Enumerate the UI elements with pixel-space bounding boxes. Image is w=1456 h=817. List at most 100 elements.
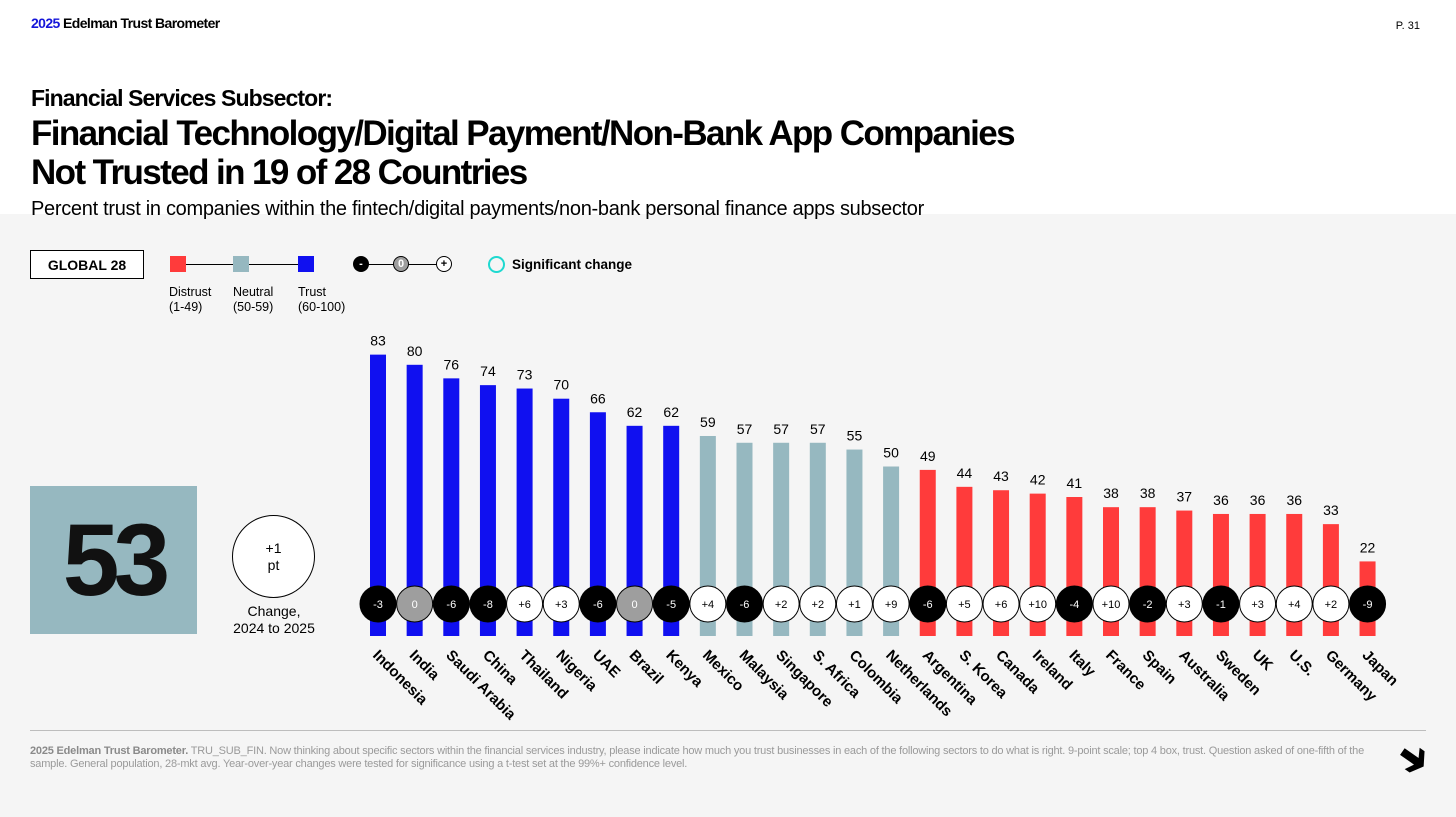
change-circle — [1349, 585, 1387, 623]
change-circle — [1312, 585, 1350, 623]
bar-value-label: 33 — [1323, 502, 1339, 518]
bar-value-label: 83 — [370, 333, 386, 349]
country-tick-label: U.S. — [1285, 647, 1318, 680]
change-circle — [469, 585, 507, 623]
change-circle — [1202, 585, 1240, 623]
change-circle — [689, 585, 727, 623]
bar-value-label: 80 — [407, 343, 423, 359]
global-change-caption: Change, 2024 to 2025 — [214, 603, 334, 637]
bar — [370, 354, 386, 636]
bar-value-label: 44 — [957, 465, 973, 481]
headline: Financial Technology/Digital Payment/Non… — [31, 114, 1131, 192]
legend-neutral-label: Neutral — [233, 285, 274, 299]
change-value-label: +2 — [1325, 599, 1338, 611]
footnote-text: TRU_SUB_FIN. Now thinking about specific… — [30, 745, 1364, 770]
legend-trust-label: Trust — [298, 285, 327, 299]
kicker: Financial Services Subsector: — [31, 85, 333, 111]
change-circle — [542, 585, 580, 623]
bar-value-label: 59 — [700, 414, 716, 430]
change-value-label: +3 — [1178, 599, 1191, 611]
change-circle — [396, 585, 434, 623]
page-number: P. 31 — [1395, 20, 1420, 32]
bar-value-label: 57 — [773, 421, 789, 437]
change-circle — [1129, 585, 1167, 623]
legend-trust: Trust (60-100) — [298, 285, 345, 315]
legend-distrust-range: (1-49) — [169, 300, 203, 314]
bar — [663, 425, 680, 636]
change-value-label: +5 — [958, 599, 971, 611]
change-circle — [506, 585, 544, 623]
change-value-label: -5 — [666, 599, 676, 611]
footnote: 2025 Edelman Trust Barometer. TRU_SUB_FI… — [30, 745, 1380, 771]
brand-logo: 2025 Edelman Trust Barometer — [31, 15, 220, 31]
change-value-label: +3 — [555, 599, 568, 611]
bar-value-label: 62 — [663, 404, 679, 420]
bar — [479, 385, 496, 636]
bar-value-label: 76 — [444, 356, 460, 372]
change-circle — [1019, 585, 1057, 623]
change-circle — [616, 585, 654, 623]
change-value-label: 0 — [412, 599, 418, 611]
bar-value-label: 62 — [627, 404, 643, 420]
change-value-label: -8 — [483, 599, 493, 611]
change-value-label: +2 — [812, 599, 825, 611]
change-value-label: +9 — [885, 599, 898, 611]
change-circle — [1092, 585, 1130, 623]
bar-value-label: 38 — [1103, 485, 1119, 501]
significant-change-icon — [488, 256, 505, 273]
bar — [443, 378, 460, 636]
global-change-value: +1 — [265, 539, 282, 556]
bar-value-label: 55 — [847, 428, 863, 444]
change-circle — [799, 585, 837, 623]
change-circle — [1239, 585, 1277, 623]
change-value-label: +10 — [1102, 599, 1121, 611]
bar — [553, 398, 570, 636]
legend-neutral-range: (50-59) — [233, 300, 274, 314]
change-value-label: -3 — [373, 599, 383, 611]
bar-value-label: 22 — [1360, 539, 1376, 555]
change-value-label: +4 — [702, 599, 715, 611]
top-band — [0, 0, 1456, 214]
footnote-source: 2025 Edelman Trust Barometer. — [30, 745, 189, 757]
country-tick-label: UK — [1249, 647, 1276, 674]
change-value-label: -1 — [1216, 599, 1226, 611]
bar-value-label: 36 — [1250, 492, 1266, 508]
change-circle — [1055, 585, 1093, 623]
bar-value-label: 74 — [480, 363, 496, 379]
footer-divider — [30, 730, 1426, 731]
global-change-circle: +1 pt — [232, 515, 315, 598]
legend-neutral: Neutral (50-59) — [233, 285, 273, 315]
bar-value-label: 42 — [1030, 472, 1046, 488]
change-circle — [652, 585, 690, 623]
bar-value-label: 36 — [1213, 492, 1229, 508]
bar-value-label: 37 — [1177, 489, 1193, 505]
country-tick-label: France — [1102, 647, 1149, 694]
neutral-swatch — [233, 256, 249, 272]
bar-value-label: 43 — [993, 468, 1009, 484]
bar-value-label: 66 — [590, 390, 606, 406]
bar-value-label: 41 — [1067, 475, 1083, 491]
bar-value-label: 50 — [883, 445, 899, 461]
change-circle — [1275, 585, 1313, 623]
bar-value-label: 70 — [553, 377, 569, 393]
bar-value-label: 73 — [517, 367, 533, 383]
change-circle — [432, 585, 470, 623]
bar-value-label: 38 — [1140, 485, 1156, 501]
bar-value-label: 57 — [810, 421, 826, 437]
bar-value-label: 57 — [737, 421, 753, 437]
change-value-label: -6 — [593, 599, 603, 611]
change-value-label: +10 — [1028, 599, 1047, 611]
change-caption-line-1: Change, — [247, 603, 301, 619]
change-value-label: +1 — [848, 599, 861, 611]
change-value-label: +3 — [1251, 599, 1264, 611]
legend-distrust: Distrust (1-49) — [169, 285, 211, 315]
change-value-label: -9 — [1363, 599, 1373, 611]
change-value-label: +2 — [775, 599, 788, 611]
change-circle — [359, 585, 397, 623]
change-value-label: -6 — [923, 599, 933, 611]
global-change-unit: pt — [267, 556, 280, 573]
legend-distrust-label: Distrust — [169, 285, 212, 299]
next-arrow-icon[interactable] — [1398, 744, 1428, 774]
change-circle — [726, 585, 763, 623]
